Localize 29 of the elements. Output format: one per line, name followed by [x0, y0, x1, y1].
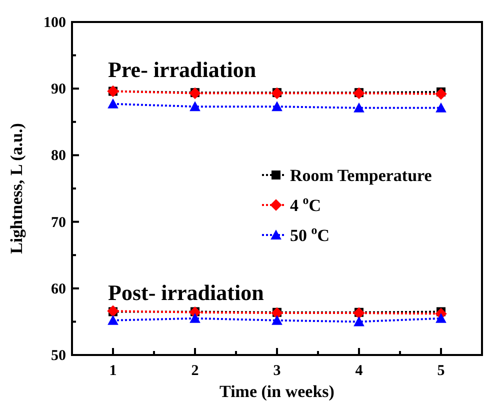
y-tick-label: 70: [51, 214, 66, 231]
y-tick-label: 60: [51, 281, 66, 298]
point: [272, 314, 282, 325]
y-tick-label: 100: [44, 15, 66, 31]
y-tick-label: 90: [51, 82, 66, 98]
point: [354, 102, 364, 112]
y-tick-label: 50: [51, 348, 66, 364]
point: [272, 101, 282, 112]
x-axis-title: Time (in weeks): [220, 382, 334, 401]
point: [108, 98, 118, 108]
point: [190, 312, 200, 323]
point: [354, 316, 364, 326]
y-axis-title: Lightness, L (a.u.): [7, 123, 26, 254]
x-tick-label: 3: [273, 363, 281, 379]
y-tick-label: 80: [51, 148, 66, 164]
point: [436, 312, 446, 323]
x-tick-label: 5: [437, 363, 445, 379]
point: [435, 88, 447, 100]
point: [436, 102, 446, 112]
x-tick-label: 2: [191, 363, 199, 379]
legend-label: 4 $^{o}$C: [290, 193, 321, 215]
annotation: Pre- irradiation: [108, 57, 256, 82]
x-tick-label: 4: [355, 363, 364, 379]
legend-label: 50 $^{o}$C: [290, 223, 330, 245]
point: [108, 314, 118, 325]
annotation: Post- irradiation: [108, 280, 264, 305]
point: [190, 101, 200, 112]
x-tick-label: 1: [109, 363, 117, 379]
legend-label: Room Temperature: [290, 166, 432, 185]
